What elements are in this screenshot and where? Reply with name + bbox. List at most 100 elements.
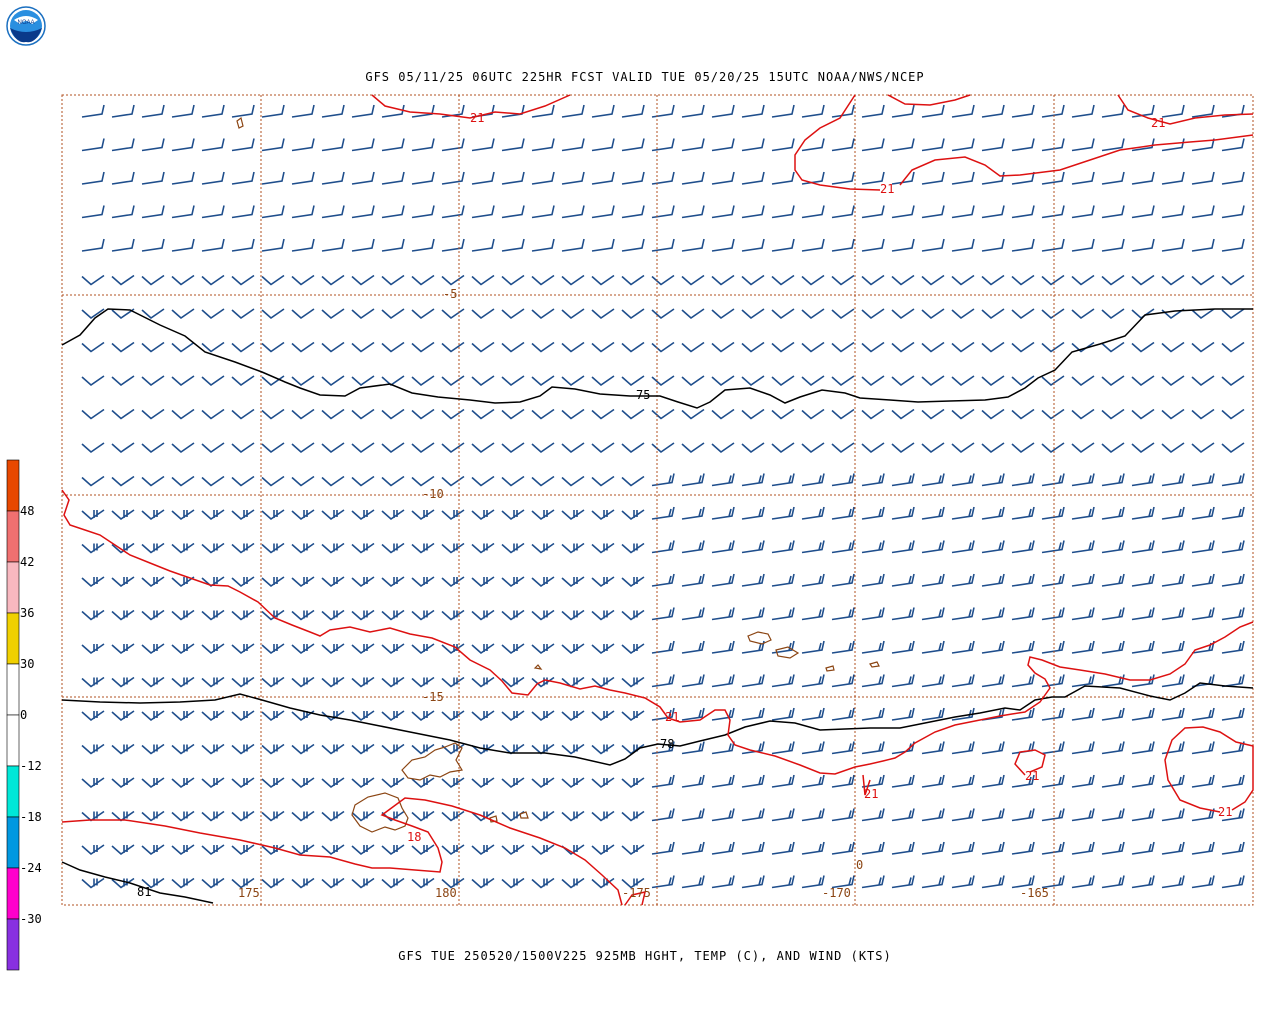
wind-barb	[441, 308, 465, 320]
wind-barb	[711, 308, 735, 320]
wind-barb	[1101, 138, 1125, 152]
wind-barb	[471, 576, 495, 588]
wind-barb	[471, 238, 495, 252]
wind-barb	[1221, 408, 1245, 420]
wind-barb	[231, 576, 255, 588]
wind-barb	[831, 875, 855, 889]
wind-barb	[591, 643, 615, 655]
wind-barb	[561, 509, 585, 521]
wind-barb	[741, 573, 765, 587]
wind-barb	[231, 777, 255, 789]
wind-barb	[141, 308, 165, 320]
wind-barb	[291, 171, 315, 185]
wind-barb	[1011, 607, 1035, 621]
wind-barb	[141, 844, 165, 856]
wind-barb	[561, 542, 585, 554]
wind-barb	[261, 542, 285, 554]
wind-barb	[381, 877, 405, 889]
wind-barb	[1011, 506, 1035, 520]
wind-barb	[111, 509, 135, 521]
wind-barb	[891, 707, 915, 721]
wind-barb	[261, 676, 285, 688]
lon-label-175w: -175	[622, 886, 651, 900]
temp-contour-21-dip	[862, 774, 871, 796]
wind-barb	[801, 408, 825, 420]
wind-barb	[351, 238, 375, 252]
wind-barb	[501, 238, 525, 252]
wind-barb	[891, 674, 915, 688]
wind-barb	[501, 408, 525, 420]
colorbar-label: -18	[20, 810, 42, 824]
wind-barb	[291, 442, 315, 454]
wind-barb	[1011, 875, 1035, 889]
wind-barb	[441, 877, 465, 889]
wind-barb	[171, 205, 195, 219]
wind-barb	[411, 844, 435, 856]
wind-barb	[1131, 506, 1155, 520]
wind-barb	[531, 710, 555, 722]
wind-barb	[591, 205, 615, 219]
wind-barb	[861, 442, 885, 454]
wind-barb	[981, 741, 1005, 755]
wind-barb	[951, 473, 975, 487]
wind-barb	[981, 573, 1005, 587]
wind-barb	[921, 171, 945, 185]
island-a	[825, 665, 835, 672]
wind-barb	[111, 777, 135, 789]
colorbar-labels: 48 42 36 30 0 -12 -18 -24 -30	[20, 504, 42, 926]
wind-barb	[651, 171, 675, 185]
wind-barb	[801, 274, 825, 286]
colorbar-swatch	[6, 714, 20, 767]
wind-barb	[261, 877, 285, 889]
wind-barb	[621, 877, 645, 889]
wind-barb	[921, 138, 945, 152]
wind-barb	[1101, 442, 1125, 454]
wind-barb	[1161, 841, 1185, 855]
wind-barb	[1041, 238, 1065, 252]
wind-barb	[711, 104, 735, 118]
wind-barb	[411, 104, 435, 118]
wind-barb	[981, 875, 1005, 889]
wind-barb	[681, 138, 705, 152]
wind-barb	[591, 171, 615, 185]
wind-barb	[831, 573, 855, 587]
wind-barb	[111, 375, 135, 387]
wind-barb	[921, 875, 945, 889]
wind-barb	[441, 609, 465, 621]
wind-barb	[411, 509, 435, 521]
wind-barb	[981, 205, 1005, 219]
wind-barb	[621, 576, 645, 588]
wind-barb	[621, 542, 645, 554]
wind-barb	[471, 542, 495, 554]
wind-barb	[891, 607, 915, 621]
wind-barb	[681, 741, 705, 755]
wind-barb	[501, 643, 525, 655]
wind-barb	[591, 576, 615, 588]
wind-barb	[81, 509, 105, 521]
wind-barb	[621, 710, 645, 722]
wind-barb	[441, 676, 465, 688]
wind-barb	[1161, 674, 1185, 688]
wind-barb	[741, 238, 765, 252]
lon-label-175e: 175	[238, 886, 260, 900]
temp-contour-21-loop-b	[1164, 726, 1254, 813]
wind-barb	[621, 238, 645, 252]
wind-barb	[171, 475, 195, 487]
wind-barb	[981, 104, 1005, 118]
wind-barb	[801, 741, 825, 755]
wind-barb	[591, 710, 615, 722]
wind-barb	[561, 777, 585, 789]
wind-barb	[1131, 741, 1155, 755]
wind-barb	[321, 777, 345, 789]
wind-barb	[231, 171, 255, 185]
wind-barb	[1191, 205, 1215, 219]
wind-barb	[801, 540, 825, 554]
temp-label-18: 18	[407, 830, 421, 844]
wind-barb	[771, 473, 795, 487]
wind-barb	[801, 205, 825, 219]
wind-barb	[831, 375, 855, 387]
wind-barb	[621, 777, 645, 789]
wind-barb	[831, 104, 855, 118]
wind-barb	[711, 375, 735, 387]
wind-barb	[801, 308, 825, 320]
